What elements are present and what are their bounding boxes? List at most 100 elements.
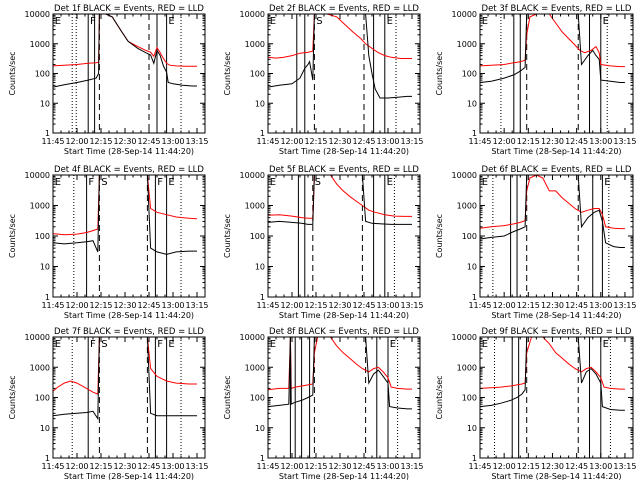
x-tick-label: 12:30	[113, 137, 136, 146]
marker-label: E	[55, 177, 61, 188]
y-tick-label: 10	[467, 424, 477, 433]
y-tick-label: 100	[35, 394, 50, 403]
y-tick-label: 1	[45, 129, 50, 138]
marker-label: E	[270, 339, 276, 350]
y-tick-label: 1000	[245, 40, 265, 49]
x-tick-label: 11:45	[41, 462, 64, 471]
panel-title: Det 5f BLACK = Events, RED = LLD	[269, 165, 419, 175]
x-tick-label: 12:00	[493, 462, 516, 471]
series-events	[53, 175, 197, 255]
x-tick-label: 11:45	[41, 301, 64, 310]
x-tick-label: 12:15	[89, 137, 112, 146]
series-lld	[480, 337, 625, 390]
plot-frame	[52, 336, 206, 459]
x-tick-label: 12:30	[113, 301, 136, 310]
marker-label: F	[157, 177, 163, 188]
y-tick-label: 100	[250, 232, 265, 241]
y-tick-label: 10	[255, 263, 265, 272]
x-tick-label: 12:15	[517, 137, 540, 146]
x-tick-label: 13:15	[185, 301, 208, 310]
panel-title: Det 6f BLACK = Events, RED = LLD	[482, 165, 632, 175]
x-tick-label: 12:45	[565, 462, 588, 471]
x-tick-label: 13:00	[161, 462, 184, 471]
x-axis-label: Start Time (28-Sep-14 11:44:20)	[491, 311, 621, 320]
series-events	[53, 337, 197, 421]
series-lld	[268, 175, 412, 219]
marker-label: S	[101, 177, 107, 188]
x-tick-label: 11:45	[256, 301, 279, 310]
y-tick-label: 1000	[30, 202, 50, 211]
panel-title: Det 3f BLACK = Events, RED = LLD	[482, 4, 632, 14]
series-events	[268, 337, 412, 410]
x-tick-label: 12:45	[565, 137, 588, 146]
x-tick-label: 13:00	[589, 462, 612, 471]
x-axis-label: Start Time (28-Sep-14 11:44:20)	[279, 472, 409, 480]
y-tick-label: 100	[462, 70, 477, 79]
x-tick-label: 13:00	[376, 462, 399, 471]
y-tick-label: 1	[260, 454, 265, 463]
y-tick-label: 1	[260, 293, 265, 302]
y-axis-label: Counts/sec	[223, 51, 232, 95]
plot-frame	[267, 174, 421, 298]
x-tick-label: 12:45	[137, 301, 160, 310]
series-events	[53, 14, 197, 88]
panel-title: Det 2f BLACK = Events, RED = LLD	[269, 4, 419, 14]
plot-frame	[267, 13, 421, 134]
y-axis-label: Counts/sec	[8, 214, 17, 258]
x-tick-label: 13:15	[400, 301, 423, 310]
y-tick-label: 1	[260, 129, 265, 138]
plot-frame	[479, 13, 634, 134]
series-lld	[480, 175, 625, 230]
y-tick-label: 10	[40, 99, 50, 108]
y-axis-label: Counts/sec	[435, 375, 444, 419]
series-events	[480, 175, 625, 248]
marker-label: F	[90, 16, 96, 27]
marker-label: E	[482, 177, 488, 188]
x-tick-label: 12:00	[280, 301, 303, 310]
y-tick-label: 1	[472, 293, 477, 302]
x-tick-label: 13:15	[400, 462, 423, 471]
x-tick-label: 11:45	[468, 137, 491, 146]
x-tick-label: 12:00	[65, 301, 88, 310]
x-tick-label: 12:15	[304, 462, 327, 471]
x-tick-label: 12:30	[541, 301, 564, 310]
x-tick-label: 12:00	[65, 462, 88, 471]
x-tick-label: 12:15	[89, 301, 112, 310]
x-tick-label: 12:45	[352, 137, 375, 146]
series-events	[480, 337, 625, 411]
x-tick-label: 11:45	[468, 462, 491, 471]
x-tick-label: 12:15	[89, 462, 112, 471]
x-tick-label: 13:00	[161, 137, 184, 146]
x-tick-label: 12:15	[304, 301, 327, 310]
panel-title: Det 9f BLACK = Events, RED = LLD	[482, 327, 632, 337]
x-tick-label: 13:00	[376, 137, 399, 146]
panel-title: Det 1f BLACK = Events, RED = LLD	[54, 4, 204, 14]
marker-label: E	[270, 177, 276, 188]
x-tick-label: 13:15	[185, 462, 208, 471]
marker-label: E	[387, 177, 393, 188]
x-tick-label: 13:00	[589, 137, 612, 146]
y-tick-label: 10000	[25, 333, 50, 342]
x-tick-label: 13:15	[613, 301, 636, 310]
x-tick-label: 11:45	[256, 137, 279, 146]
y-tick-label: 100	[250, 394, 265, 403]
series-lld	[480, 14, 625, 68]
x-tick-label: 12:45	[137, 462, 160, 471]
y-tick-label: 1	[45, 293, 50, 302]
panel-title: Det 7f BLACK = Events, RED = LLD	[54, 327, 204, 337]
x-tick-label: 12:00	[280, 137, 303, 146]
x-tick-label: 12:30	[328, 137, 351, 146]
y-axis-label: Counts/sec	[223, 214, 232, 258]
y-tick-label: 10000	[452, 171, 477, 180]
x-axis-label: Start Time (28-Sep-14 11:44:20)	[64, 472, 194, 480]
marker-label: E	[603, 16, 609, 27]
x-tick-label: 12:30	[328, 301, 351, 310]
x-tick-label: 12:30	[541, 462, 564, 471]
y-axis-label: Counts/sec	[8, 375, 17, 419]
